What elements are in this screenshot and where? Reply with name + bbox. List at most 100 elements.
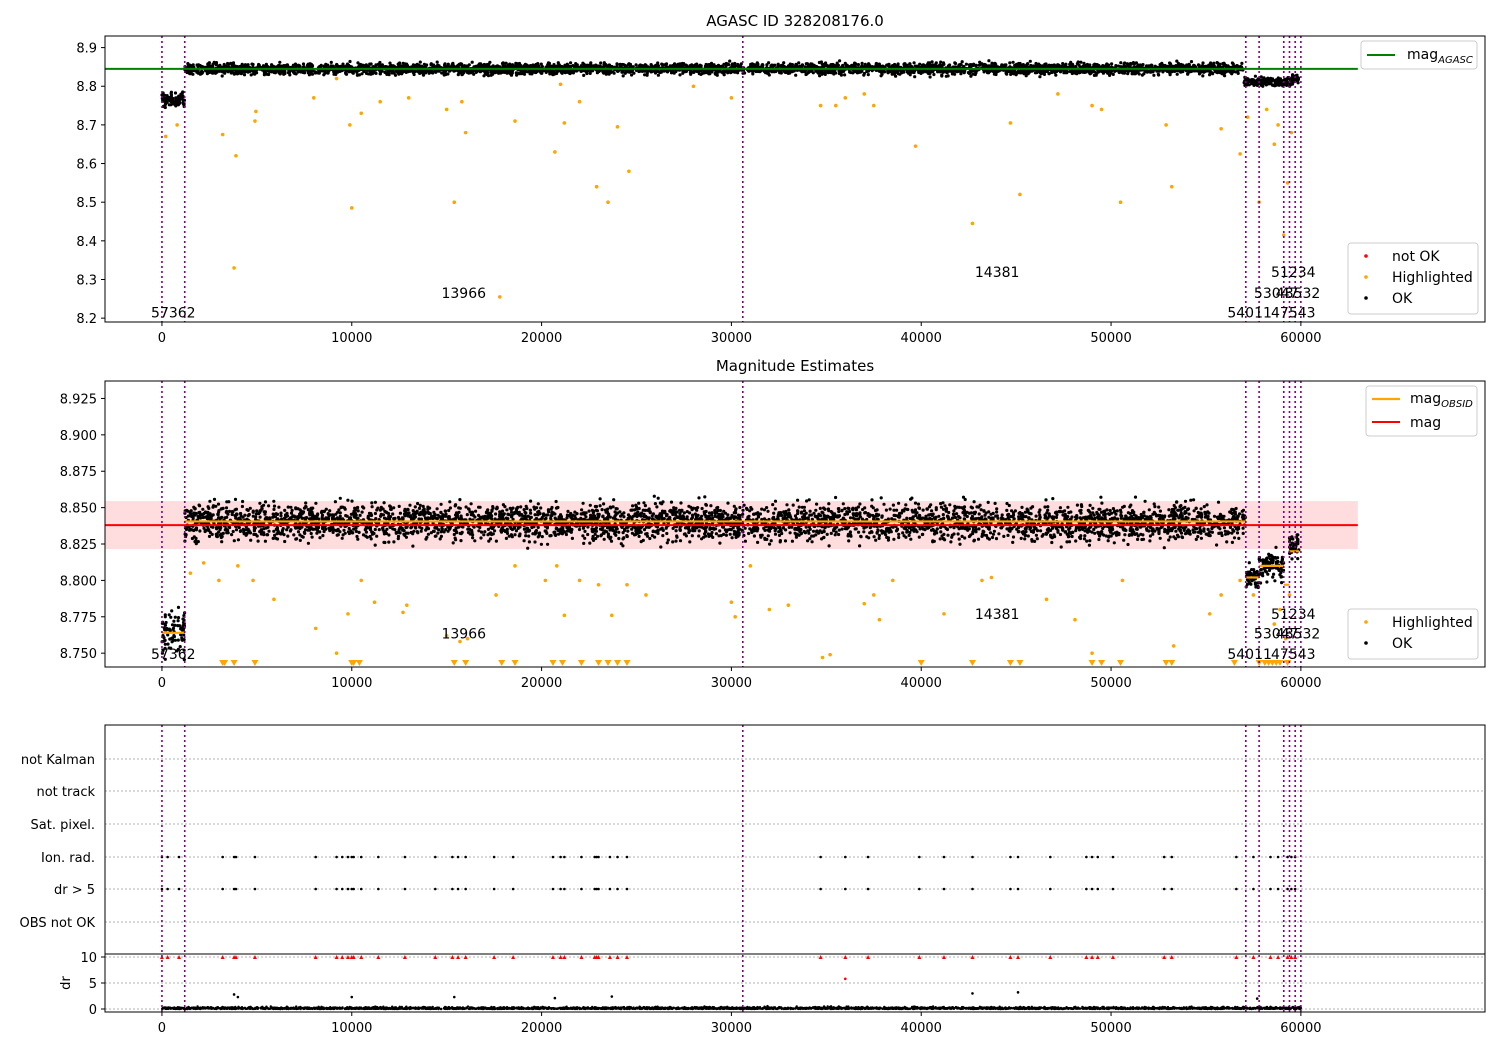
ok-point xyxy=(435,60,439,64)
ok-point xyxy=(586,63,590,67)
ok-point xyxy=(729,71,733,75)
ok-point xyxy=(552,70,556,74)
ok-point xyxy=(1169,64,1173,68)
ok-point xyxy=(945,69,950,73)
ok-point xyxy=(229,71,233,75)
ok-point xyxy=(1069,60,1073,64)
ok-point xyxy=(186,62,190,66)
ok-point xyxy=(1215,70,1219,74)
highlighted-point xyxy=(1238,152,1242,156)
ok-point xyxy=(172,634,176,638)
ok-point xyxy=(860,61,864,65)
ok-point xyxy=(344,72,348,76)
ok-point xyxy=(1192,498,1196,502)
ok-point xyxy=(491,64,495,68)
ok-point xyxy=(420,71,425,75)
x-tick-label: 50000 xyxy=(1090,331,1131,346)
ok-point xyxy=(974,63,978,68)
ok-point xyxy=(825,64,829,68)
highlighted-point xyxy=(553,150,557,154)
ok-point xyxy=(1021,63,1025,67)
ok-point xyxy=(458,71,462,75)
ok-point xyxy=(804,72,808,77)
ok-point xyxy=(1004,63,1008,67)
ok-point xyxy=(736,62,740,67)
ok-point xyxy=(206,70,210,74)
ok-point xyxy=(298,64,302,68)
highlighted-point xyxy=(1008,121,1013,125)
ok-point xyxy=(278,60,282,64)
obsid-annotation: 48532 xyxy=(1276,286,1321,302)
ok-point xyxy=(675,63,679,67)
ok-point xyxy=(934,61,938,65)
ok-point xyxy=(1113,69,1117,73)
ok-point xyxy=(1011,60,1015,64)
ok-point xyxy=(589,61,593,65)
ok-point xyxy=(1005,508,1009,512)
ok-point xyxy=(268,69,272,73)
ok-point xyxy=(180,636,184,640)
ok-point xyxy=(995,507,999,511)
ok-point xyxy=(656,61,660,65)
ok-point xyxy=(1157,73,1161,77)
ok-point xyxy=(388,61,392,65)
ok-point xyxy=(928,75,932,79)
highlighted-point xyxy=(606,200,610,204)
highlighted-point xyxy=(1272,142,1277,147)
ok-point xyxy=(844,63,848,67)
ok-point xyxy=(1296,78,1300,82)
ok-point xyxy=(356,61,360,65)
ok-point xyxy=(866,73,870,77)
ok-point xyxy=(419,529,423,533)
highlighted-point xyxy=(163,134,168,139)
ok-point xyxy=(1057,63,1061,67)
ok-point xyxy=(961,69,965,73)
highlighted-point xyxy=(834,103,838,108)
ok-point xyxy=(478,62,482,66)
ok-point xyxy=(1277,83,1281,87)
ok-point xyxy=(991,532,996,536)
ok-point xyxy=(823,71,827,75)
ok-point xyxy=(482,533,486,537)
ok-point xyxy=(397,72,401,76)
ok-point xyxy=(1119,61,1123,65)
legend-mag-label-main: mag xyxy=(1407,47,1438,63)
ok-point xyxy=(1134,71,1138,75)
ok-point xyxy=(1101,71,1105,75)
x-tick-label: 40000 xyxy=(901,331,942,346)
highlighted-point xyxy=(818,103,823,108)
ok-point xyxy=(856,71,860,75)
ok-point xyxy=(487,539,491,543)
ok-point xyxy=(441,71,445,75)
ok-point xyxy=(160,93,164,97)
ok-point xyxy=(725,62,729,66)
highlighted-point xyxy=(175,123,179,127)
ok-point xyxy=(181,98,185,102)
highlighted-point xyxy=(577,99,582,104)
ok-point xyxy=(940,73,944,77)
ok-point xyxy=(839,73,844,77)
highlighted-point xyxy=(1056,92,1060,96)
ok-point xyxy=(938,537,942,541)
ok-point xyxy=(995,70,999,74)
x-tick-label: 20000 xyxy=(521,331,562,346)
ok-point xyxy=(643,73,647,77)
ok-point xyxy=(868,64,872,68)
ok-point xyxy=(345,63,349,67)
ok-point xyxy=(195,70,199,74)
ok-point xyxy=(1225,540,1229,544)
ok-point xyxy=(176,605,181,610)
highlighted-point xyxy=(1018,192,1022,197)
ok-point xyxy=(1047,72,1051,76)
ok-point xyxy=(1136,63,1140,67)
ok-point xyxy=(832,70,837,74)
ok-point xyxy=(392,71,396,75)
ok-point xyxy=(982,70,986,74)
ok-point xyxy=(752,63,757,68)
ok-point xyxy=(167,98,171,102)
ok-point xyxy=(1050,540,1054,545)
ok-point xyxy=(790,63,795,67)
ok-point xyxy=(362,69,366,73)
ok-point xyxy=(547,64,551,69)
